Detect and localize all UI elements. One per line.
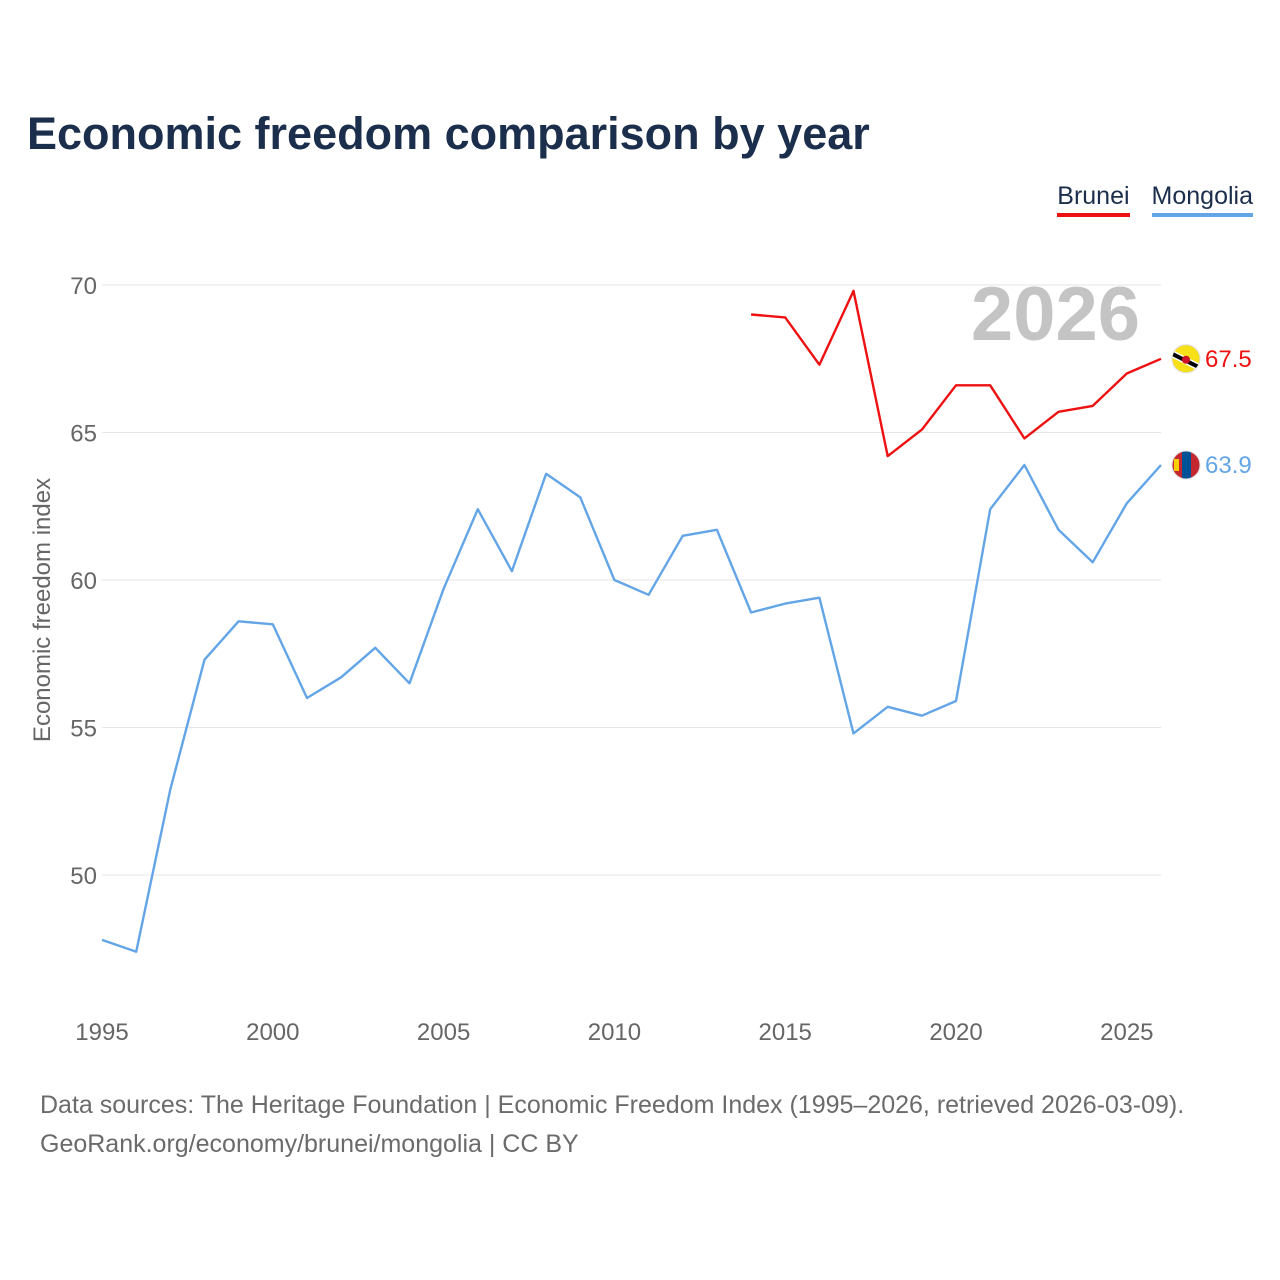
y-tick-label: 60 <box>70 568 97 595</box>
series-line-brunei[interactable] <box>750 289 1162 458</box>
x-tick-label: 2010 <box>588 1019 641 1046</box>
x-tick-label: 2000 <box>246 1019 299 1046</box>
y-axis-label: Economic freedom index <box>29 478 56 742</box>
y-tick-label: 70 <box>70 273 97 300</box>
data-point-brunei[interactable] <box>782 314 788 320</box>
chart-title: Economic freedom comparison by year <box>27 108 870 159</box>
data-point-mongolia[interactable] <box>509 568 515 574</box>
data-point-mongolia[interactable] <box>543 471 549 477</box>
series-line-mongolia[interactable] <box>101 463 1162 953</box>
end-label-brunei: 67.5 <box>1205 346 1252 373</box>
data-point-mongolia[interactable] <box>338 674 344 680</box>
data-point-mongolia[interactable] <box>133 949 139 955</box>
data-point-brunei[interactable] <box>953 382 959 388</box>
footer-link[interactable]: GeoRank.org/economy/brunei/mongolia | CC… <box>40 1130 579 1158</box>
series-lines <box>99 288 1164 955</box>
data-point-mongolia[interactable] <box>987 506 993 512</box>
data-point-mongolia[interactable] <box>748 609 754 615</box>
data-point-brunei[interactable] <box>919 427 925 433</box>
data-point-mongolia[interactable] <box>475 506 481 512</box>
data-point-mongolia[interactable] <box>1021 462 1027 468</box>
data-point-brunei[interactable] <box>987 382 993 388</box>
end-labels: 67.5 63.9 <box>1171 344 1252 480</box>
y-tick-label: 55 <box>70 716 97 743</box>
data-point-mongolia[interactable] <box>304 695 310 701</box>
data-point-mongolia[interactable] <box>1056 527 1062 533</box>
data-point-mongolia[interactable] <box>953 698 959 704</box>
data-point-mongolia[interactable] <box>646 592 652 598</box>
footer-sources: Data sources: The Heritage Foundation | … <box>40 1091 1185 1119</box>
data-point-mongolia[interactable] <box>372 645 378 651</box>
data-point-brunei[interactable] <box>1090 403 1096 409</box>
x-tick-label: 1995 <box>75 1019 128 1046</box>
footer: Data sources: The Heritage Foundation | … <box>40 1086 1184 1164</box>
y-axis-ticks: 50 55 60 65 70 <box>70 273 97 890</box>
data-point-mongolia[interactable] <box>680 533 686 539</box>
y-tick-label: 65 <box>70 421 97 448</box>
data-point-mongolia[interactable] <box>1124 500 1130 506</box>
data-point-brunei[interactable] <box>1056 409 1062 415</box>
data-point-mongolia[interactable] <box>782 601 788 607</box>
legend-item-brunei[interactable]: Brunei <box>1057 182 1130 217</box>
data-point-mongolia[interactable] <box>201 657 207 663</box>
chart-plot: 2026 50 55 60 65 70 1995 2000 2005 2010 2015 2020… <box>29 272 1252 1046</box>
data-point-brunei[interactable] <box>1158 356 1164 362</box>
legend: Brunei Mongolia <box>1057 182 1253 217</box>
data-point-brunei[interactable] <box>1124 371 1130 377</box>
data-point-mongolia[interactable] <box>885 704 891 710</box>
end-label-mongolia: 63.9 <box>1205 452 1252 479</box>
data-point-mongolia[interactable] <box>99 937 105 943</box>
year-watermark: 2026 <box>971 272 1140 357</box>
mongolia-flag-icon <box>1171 450 1201 480</box>
data-point-mongolia[interactable] <box>236 618 242 624</box>
brunei-flag-icon <box>1171 344 1201 374</box>
data-point-mongolia[interactable] <box>441 586 447 592</box>
y-tick-label: 50 <box>70 863 97 890</box>
data-point-mongolia[interactable] <box>1090 559 1096 565</box>
legend-item-mongolia[interactable]: Mongolia <box>1151 182 1253 217</box>
data-point-mongolia[interactable] <box>167 786 173 792</box>
data-point-mongolia[interactable] <box>577 494 583 500</box>
data-point-mongolia[interactable] <box>406 680 412 686</box>
x-tick-label: 2020 <box>929 1019 982 1046</box>
data-point-brunei[interactable] <box>748 312 754 318</box>
data-point-mongolia[interactable] <box>919 713 925 719</box>
data-point-brunei[interactable] <box>816 362 822 368</box>
x-tick-label: 2015 <box>759 1019 812 1046</box>
data-point-brunei[interactable] <box>1021 435 1027 441</box>
data-point-brunei[interactable] <box>851 288 857 294</box>
data-point-mongolia[interactable] <box>611 577 617 583</box>
grid-lines <box>102 284 1161 876</box>
data-point-mongolia[interactable] <box>270 621 276 627</box>
data-point-mongolia[interactable] <box>1158 462 1164 468</box>
x-tick-label: 2025 <box>1100 1019 1153 1046</box>
x-axis-ticks: 1995 2000 2005 2010 2015 2020 2025 <box>75 1019 1153 1046</box>
data-point-mongolia[interactable] <box>851 730 857 736</box>
data-point-mongolia[interactable] <box>714 527 720 533</box>
data-point-mongolia[interactable] <box>816 595 822 601</box>
x-tick-label: 2005 <box>417 1019 470 1046</box>
data-point-brunei[interactable] <box>885 453 891 459</box>
